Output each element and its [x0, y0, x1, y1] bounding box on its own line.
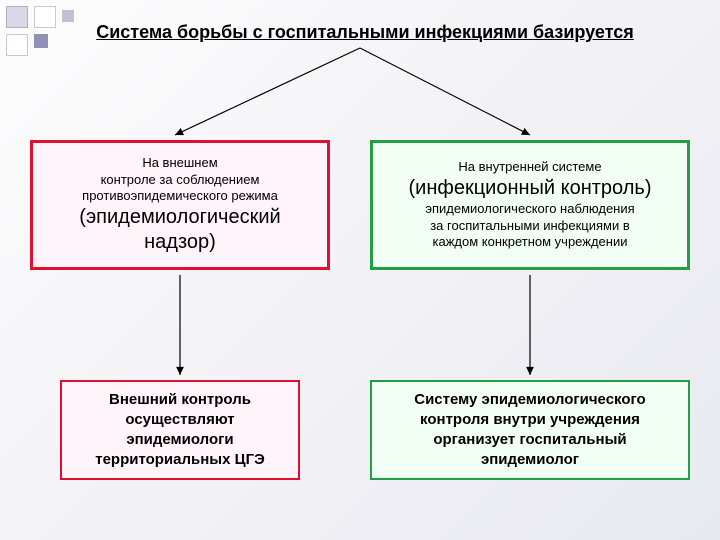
box-left-top: На внешнемконтроле за соблюдениемпротиво…	[30, 140, 330, 270]
text-lb: Внешний контрольосуществляютэпидемиологи…	[95, 390, 265, 471]
box-left-bottom: Внешний контрольосуществляютэпидемиологи…	[60, 380, 300, 480]
text-rt-3: эпидемиологического наблюденияза госпита…	[425, 201, 634, 252]
text-rt-1: На внутренней системе	[458, 159, 601, 176]
box-right-bottom: Систему эпидемиологическогоконтроля внут…	[370, 380, 690, 480]
text-lt-big: (эпидемиологическийнадзор)	[79, 205, 280, 255]
text-rb: Систему эпидемиологическогоконтроля внут…	[414, 390, 645, 471]
text-lt-small: На внешнемконтроле за соблюдениемпротиво…	[82, 155, 278, 206]
page-title: Система борьбы с госпитальными инфекциям…	[30, 22, 700, 43]
box-right-top: На внутренней системе (инфекционный конт…	[370, 140, 690, 270]
text-rt-2: (инфекционный контроль)	[408, 176, 651, 201]
